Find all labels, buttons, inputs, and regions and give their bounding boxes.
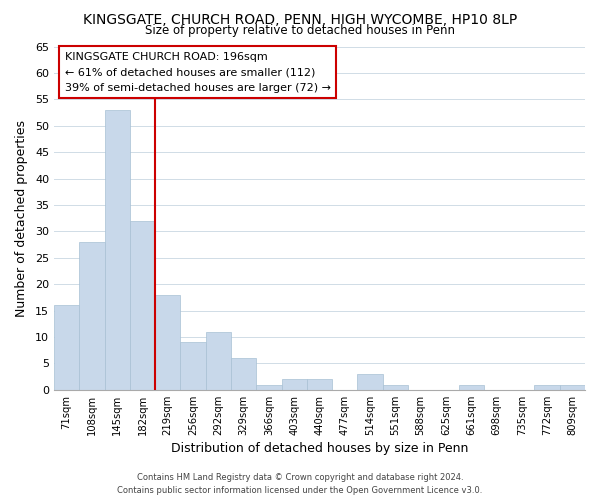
Text: KINGSGATE CHURCH ROAD: 196sqm
← 61% of detached houses are smaller (112)
39% of : KINGSGATE CHURCH ROAD: 196sqm ← 61% of d… [65, 52, 331, 93]
Bar [560, 384, 585, 390]
Bar [181, 342, 206, 390]
Text: Size of property relative to detached houses in Penn: Size of property relative to detached ho… [145, 24, 455, 37]
Bar [358, 374, 383, 390]
Bar [231, 358, 256, 390]
Bar [281, 380, 307, 390]
Bar [535, 384, 560, 390]
Bar [130, 221, 155, 390]
Bar [256, 384, 281, 390]
Y-axis label: Number of detached properties: Number of detached properties [15, 120, 28, 316]
Bar [383, 384, 408, 390]
Bar [206, 332, 231, 390]
X-axis label: Distribution of detached houses by size in Penn: Distribution of detached houses by size … [171, 442, 468, 455]
Bar [458, 384, 484, 390]
Bar [79, 242, 104, 390]
Bar [104, 110, 130, 390]
Bar [155, 294, 181, 390]
Bar [54, 306, 79, 390]
Text: Contains HM Land Registry data © Crown copyright and database right 2024.
Contai: Contains HM Land Registry data © Crown c… [118, 473, 482, 495]
Text: KINGSGATE, CHURCH ROAD, PENN, HIGH WYCOMBE, HP10 8LP: KINGSGATE, CHURCH ROAD, PENN, HIGH WYCOM… [83, 12, 517, 26]
Bar [307, 380, 332, 390]
